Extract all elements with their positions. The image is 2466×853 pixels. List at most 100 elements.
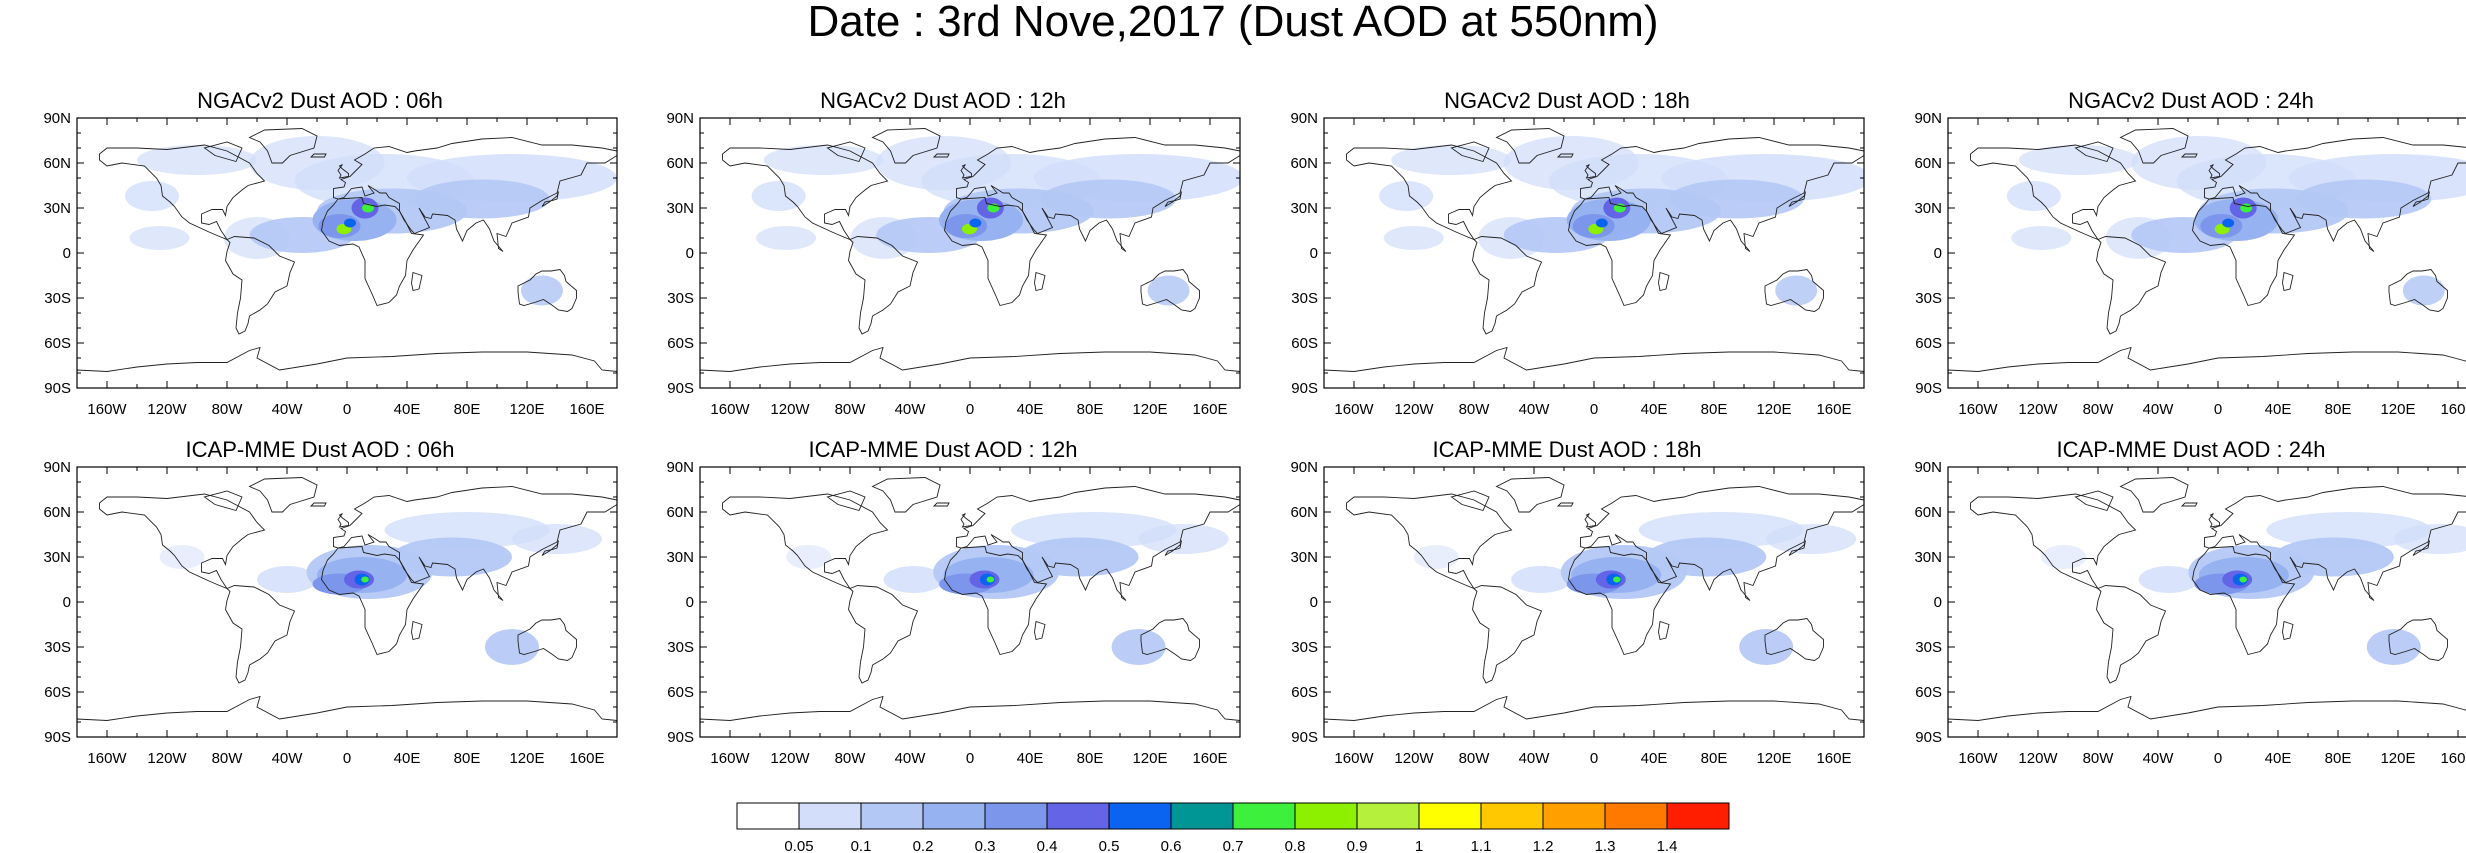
axis-ticks bbox=[1947, 466, 2459, 738]
map-panel: ICAP-MME Dust AOD : 12h 90N 60N 30N 0 30S 60S 9… bbox=[653, 430, 1241, 770]
lon-tick-label: 120W bbox=[147, 401, 187, 418]
coastline bbox=[77, 695, 617, 737]
map-svg: 90N 60N 30N 0 30S 60S 90S 160W 120W 80W 40W 0 40E 80E… bbox=[1290, 459, 1865, 767]
coastline bbox=[99, 144, 266, 241]
aod-contour bbox=[129, 226, 190, 250]
colorbar-swatch bbox=[860, 802, 924, 830]
lat-tick-label: 0 bbox=[686, 245, 694, 262]
colorbar-swatch bbox=[1666, 802, 1730, 830]
panel-title: ICAP-MME Dust AOD : 12h bbox=[808, 437, 1078, 462]
lon-tick-label: 0 bbox=[966, 401, 974, 418]
coastline bbox=[722, 493, 889, 590]
coastline bbox=[848, 585, 919, 684]
lon-tick-label: 160E bbox=[1816, 401, 1851, 418]
coastline bbox=[248, 128, 318, 164]
aod-contour bbox=[1595, 218, 1608, 228]
lon-tick-label: 80W bbox=[835, 401, 867, 418]
coastlines bbox=[700, 128, 1240, 388]
lon-tick-label: 40W bbox=[2143, 401, 2175, 418]
coastline bbox=[1788, 191, 1806, 207]
coastline bbox=[321, 546, 425, 656]
lon-tick-label: 40E bbox=[394, 750, 421, 767]
lon-tick-label: 120E bbox=[2380, 401, 2415, 418]
aod-contour bbox=[1147, 275, 1190, 306]
lon-tick-label: 160W bbox=[710, 750, 750, 767]
aod-contour bbox=[2402, 275, 2445, 306]
coastline bbox=[2412, 540, 2430, 556]
aod-contour bbox=[756, 226, 817, 250]
lon-tick-label: 120W bbox=[2018, 750, 2058, 767]
coastline bbox=[1764, 269, 1824, 312]
lat-tick-label: 30N bbox=[1290, 549, 1318, 566]
lat-tick-label: 60S bbox=[1291, 335, 1318, 352]
coastline bbox=[826, 490, 866, 512]
coastlines bbox=[1324, 128, 1864, 388]
aod-contour bbox=[137, 145, 257, 175]
aod-contour bbox=[1775, 275, 1818, 306]
lon-tick-label: 40W bbox=[1519, 750, 1551, 767]
lat-tick-label: 90N bbox=[1914, 110, 1942, 127]
lon-tick-label: 160E bbox=[569, 401, 604, 418]
lon-tick-label: 160W bbox=[710, 401, 750, 418]
lon-tick-label: 80W bbox=[2083, 401, 2115, 418]
colorbar-swatch bbox=[1232, 802, 1296, 830]
map-panel: ICAP-MME Dust AOD : 18h 90N 60N 30N 0 30S 60S 9… bbox=[1277, 430, 1865, 770]
lon-tick-label: 80W bbox=[212, 401, 244, 418]
lon-tick-label: 80W bbox=[1459, 401, 1491, 418]
axis-ticks bbox=[699, 117, 1241, 389]
lat-tick-label: 30N bbox=[1290, 200, 1318, 217]
colorbar-label: 1.4 bbox=[1657, 838, 1678, 853]
map-panel: NGACv2 Dust AOD : 24h 90N 60N 30N 0 30S 60S 90S… bbox=[1901, 81, 2466, 421]
aod-contour bbox=[751, 181, 806, 211]
colorbar-label: 1.2 bbox=[1533, 838, 1554, 853]
colorbar-label: 1.3 bbox=[1595, 838, 1616, 853]
dust-aod-field bbox=[751, 136, 1240, 306]
colorbar-swatch bbox=[798, 802, 862, 830]
coastline bbox=[333, 137, 617, 252]
aod-contour bbox=[1018, 537, 1139, 577]
coastline bbox=[1140, 618, 1200, 661]
coastline bbox=[722, 144, 889, 241]
coastline bbox=[1556, 153, 1574, 158]
coastlines bbox=[77, 128, 617, 388]
aod-contour bbox=[986, 576, 995, 583]
lat-tick-label: 60S bbox=[667, 684, 694, 701]
lon-tick-label: 0 bbox=[343, 750, 351, 767]
coastline bbox=[1948, 346, 2466, 388]
lon-tick-label: 160E bbox=[1192, 750, 1227, 767]
coastline bbox=[1580, 137, 1864, 252]
dust-aod-field bbox=[2041, 512, 2466, 665]
lon-tick-label: 120E bbox=[509, 401, 544, 418]
panel-title: ICAP-MME Dust AOD : 18h bbox=[1432, 437, 1702, 462]
aod-contour bbox=[1638, 512, 1804, 548]
aod-contour bbox=[786, 545, 832, 569]
colorbar-label: 0.8 bbox=[1285, 838, 1306, 853]
lon-tick-label: 160W bbox=[87, 401, 127, 418]
lat-tick-label: 30N bbox=[666, 549, 694, 566]
coastline bbox=[1970, 144, 2137, 241]
lon-tick-label: 120W bbox=[1394, 401, 1434, 418]
lon-tick-label: 40W bbox=[895, 750, 927, 767]
coastline bbox=[309, 502, 327, 507]
aod-contour bbox=[883, 566, 944, 593]
lon-tick-label: 160E bbox=[569, 750, 604, 767]
lon-tick-label: 120W bbox=[770, 750, 810, 767]
map-svg: 90N 60N 30N 0 30S 60S 90S 160W 120W 80W 40W 0 40E 80E… bbox=[1290, 110, 1865, 418]
aod-contour bbox=[1613, 576, 1621, 583]
aod-contour bbox=[125, 181, 179, 211]
lon-tick-label: 160W bbox=[1958, 401, 1998, 418]
aod-contour bbox=[392, 537, 512, 577]
coastline bbox=[541, 191, 559, 207]
lon-tick-label: 120E bbox=[1132, 401, 1167, 418]
coastline bbox=[1472, 585, 1543, 684]
coastline bbox=[2192, 546, 2296, 656]
panel-title: NGACv2 Dust AOD : 24h bbox=[2068, 88, 2314, 113]
lat-tick-label: 90S bbox=[44, 729, 71, 746]
aod-contour bbox=[521, 275, 563, 306]
lon-tick-label: 160W bbox=[1334, 401, 1374, 418]
colorbar-label: 0.05 bbox=[784, 838, 813, 853]
colorbar-label: 0.9 bbox=[1347, 838, 1368, 853]
lat-tick-label: 90S bbox=[1291, 380, 1318, 397]
lon-tick-label: 120W bbox=[1394, 750, 1434, 767]
axis-ticks bbox=[1323, 117, 1865, 389]
